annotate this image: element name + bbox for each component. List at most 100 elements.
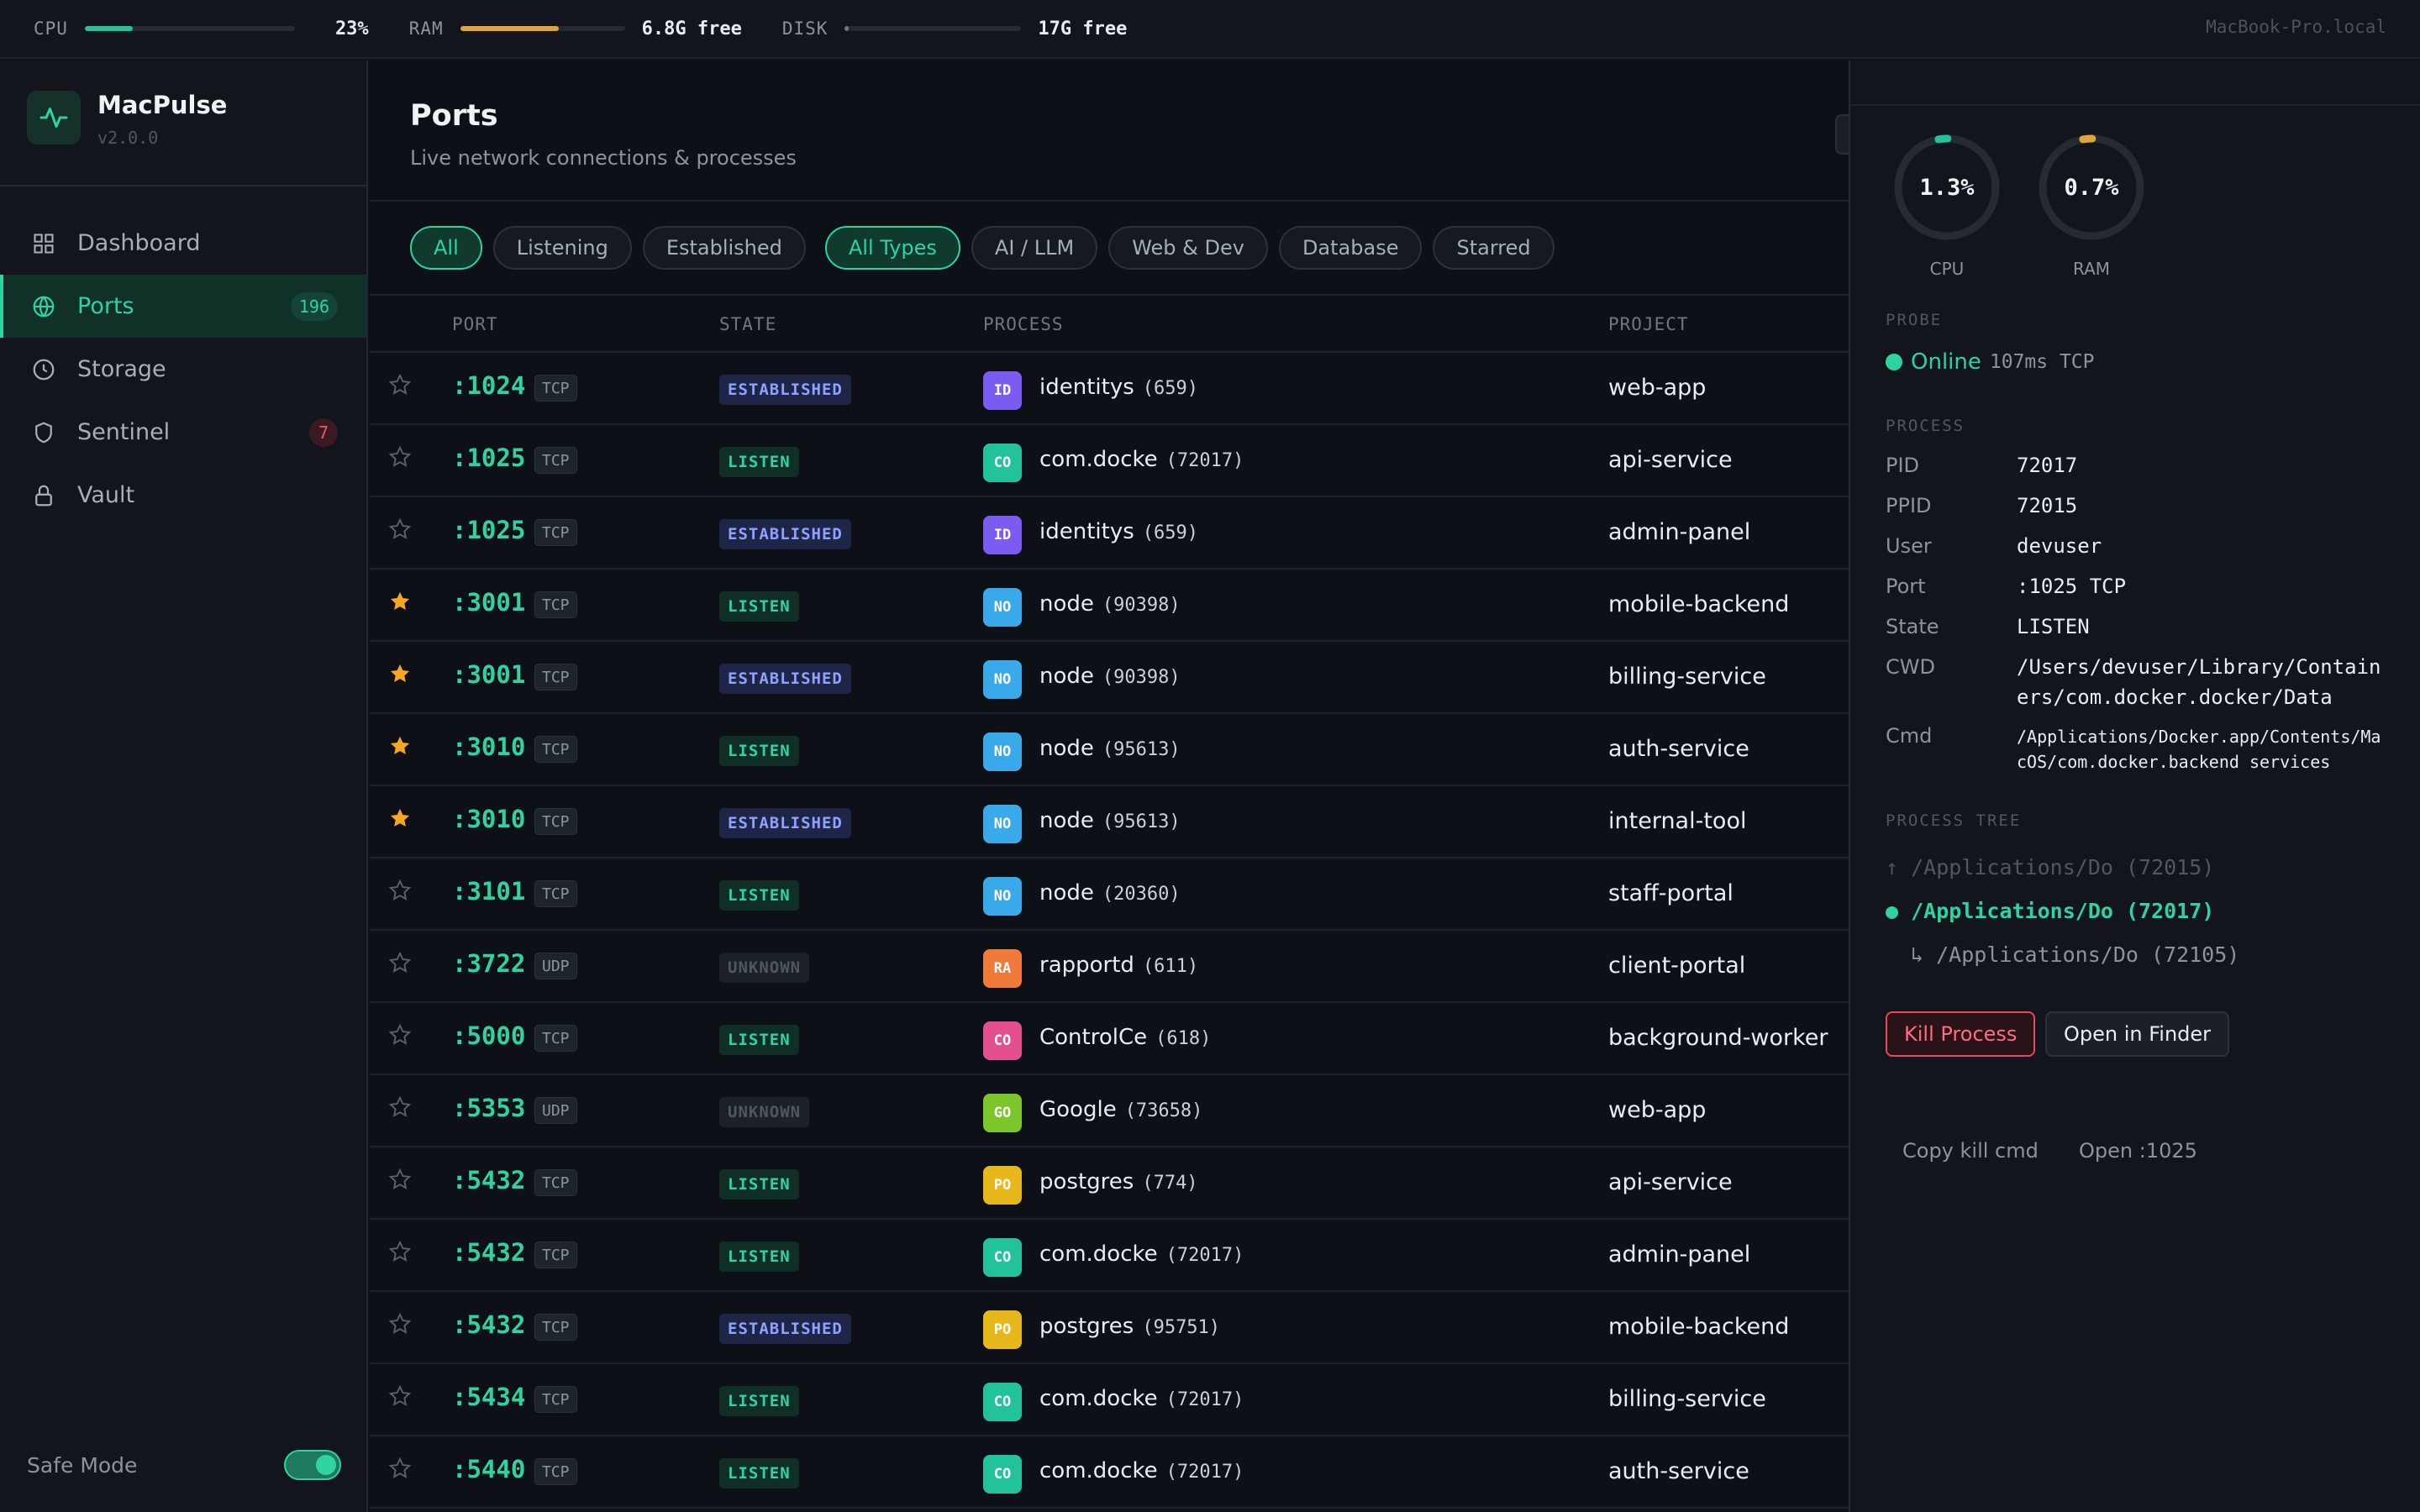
process-pid: (774) [1142, 1173, 1198, 1194]
sidebar-item-storage[interactable]: Storage [0, 338, 366, 401]
sidebar-item-label: Ports [77, 293, 134, 319]
port-number: :3010 [452, 732, 526, 761]
open-in-finder-button[interactable]: Open in Finder [2045, 1011, 2230, 1057]
sidebar-nav: Dashboard Ports 196 Storage Sentinel 7 Vault [0, 212, 366, 527]
detail-value-cwd: /Users/devuser/Library/Containers/com.do… [2017, 655, 2381, 709]
star-icon[interactable] [388, 1168, 415, 1194]
detail-value-state: LISTEN [2017, 615, 2090, 638]
app-version: v2.0.0 [97, 128, 159, 148]
panel-toggle-button[interactable] [1835, 114, 1849, 155]
star-icon[interactable] [388, 1457, 415, 1483]
state-badge: ESTABLISHED [719, 664, 851, 694]
tree-parent[interactable]: ↑ /Applications/Do (72015) [1886, 855, 2214, 879]
col-state: STATE [719, 314, 777, 334]
type-filter-chip[interactable]: AI / LLM [971, 226, 1098, 270]
process-pid: (659) [1142, 522, 1198, 543]
process-name-text: identitys [1039, 519, 1134, 544]
protocol-badge: TCP [534, 591, 577, 618]
star-filled-icon[interactable] [388, 806, 415, 833]
process-name: node (95613) [1039, 736, 1181, 761]
page-header: Ports Live network connections & process… [370, 60, 1849, 202]
sidebar-item-dashboard[interactable]: Dashboard [0, 212, 366, 275]
type-filter-chip[interactable]: Web & Dev [1108, 226, 1268, 270]
sidebar-item-sentinel[interactable]: Sentinel 7 [0, 401, 366, 464]
sidebar-item-ports[interactable]: Ports 196 [0, 275, 366, 338]
sidebar-item-vault[interactable]: Vault [0, 464, 366, 527]
ram-bar [460, 26, 625, 31]
table-row[interactable]: :5432 TCP LISTEN PO postgres (774) api-se… [370, 1147, 1849, 1220]
project-name: admin-panel [1608, 519, 1751, 545]
table-row[interactable]: :1024 TCP ESTABLISHED ID identitys (659) … [370, 353, 1849, 425]
kill-process-button[interactable]: Kill Process [1886, 1011, 2036, 1057]
table-row[interactable]: :5432 TCP LISTEN CO com.docke (72017) adm… [370, 1220, 1849, 1292]
tree-parent-label: /Applications/Do (72015) [1911, 855, 2215, 879]
star-icon[interactable] [388, 1240, 415, 1267]
ports-view: Ports Live network connections & process… [370, 60, 1849, 1512]
state-badge: LISTEN [719, 880, 799, 911]
star-icon[interactable] [388, 373, 415, 400]
process-name: com.docke (72017) [1039, 447, 1244, 472]
process-name-text: node [1039, 880, 1094, 906]
table-row[interactable]: :5440 TCP LISTEN CO com.docke (72017) aut… [370, 1436, 1849, 1509]
detail-key: PID [1886, 454, 1920, 477]
filter-chip[interactable]: Established [642, 226, 806, 270]
table-row[interactable]: :1025 TCP LISTEN CO com.docke (72017) api… [370, 425, 1849, 497]
star-filled-icon[interactable] [388, 662, 415, 689]
table-row[interactable]: :3101 TCP LISTEN NO node (20360) staff-po… [370, 858, 1849, 931]
safe-mode-toggle[interactable] [284, 1450, 341, 1480]
table-row[interactable]: :5432 TCP ESTABLISHED PO postgres (95751)… [370, 1292, 1849, 1364]
tree-child[interactable]: ↳ /Applications/Do (72105) [1911, 942, 2239, 967]
ram-gauge: 0.7% RAM [2037, 133, 2146, 279]
filter-chip[interactable]: All [410, 226, 482, 270]
star-filled-icon[interactable] [388, 590, 415, 617]
sidebar-item-label: Dashboard [77, 230, 201, 256]
table-row[interactable]: :5000 TCP LISTEN CO ControlCe (618) backg… [370, 1003, 1849, 1075]
ram-label: RAM [408, 18, 444, 39]
sidebar-item-label: Sentinel [77, 419, 171, 445]
detail-key: CWD [1886, 655, 1935, 679]
star-icon[interactable] [388, 445, 415, 472]
star-icon[interactable] [388, 879, 415, 906]
table-row[interactable]: :5434 TCP LISTEN CO com.docke (72017) bil… [370, 1364, 1849, 1436]
table-row[interactable]: :5353 UDP UNKNOWN GO Google (73658) web-a… [370, 1075, 1849, 1147]
process-name: postgres (774) [1039, 1169, 1198, 1194]
port-number: :1025 [452, 444, 526, 472]
table-row[interactable]: :3010 TCP LISTEN NO node (95613) auth-ser… [370, 714, 1849, 786]
probe-detail: 107ms TCP [1989, 351, 2095, 373]
cpu-meter: CPU 23% [34, 18, 369, 39]
type-filter-chip[interactable]: Starred [1433, 226, 1555, 270]
status-dot-icon [1886, 354, 1902, 370]
table-row[interactable]: :3001 TCP LISTEN NO node (90398) mobile-b… [370, 570, 1849, 642]
disk-value: 17G free [1038, 18, 1128, 39]
tree-current[interactable]: ● /Applications/Do (72017) [1886, 899, 2214, 923]
project-name: auth-service [1608, 1458, 1749, 1484]
type-filter-chip[interactable]: All Types [824, 226, 960, 270]
count-badge: 196 [290, 292, 338, 321]
disk-label: DISK [781, 18, 829, 39]
gauge-value: 1.3% [1919, 174, 1975, 201]
table-row[interactable]: :3722 UDP UNKNOWN RA rapportd (611) clien… [370, 931, 1849, 1003]
detail-key: Cmd [1886, 724, 1933, 748]
star-icon[interactable] [388, 1384, 415, 1411]
detail-key: User [1886, 534, 1932, 558]
table-row[interactable]: :3001 TCP ESTABLISHED NO node (90398) bil… [370, 642, 1849, 714]
star-icon[interactable] [388, 1023, 415, 1050]
copy-kill-cmd-button[interactable]: Copy kill cmd [1902, 1139, 2039, 1163]
probe-status-text: Online [1911, 349, 1981, 375]
star-filled-icon[interactable] [388, 734, 415, 761]
port-number: :5000 [452, 1021, 526, 1050]
star-icon[interactable] [388, 1095, 415, 1122]
star-icon[interactable] [388, 517, 415, 544]
table-row[interactable]: :3010 TCP ESTABLISHED NO node (95613) int… [370, 786, 1849, 858]
port-number: :5432 [452, 1310, 526, 1339]
open-port-button[interactable]: Open :1025 [2079, 1139, 2197, 1163]
project-name: client-portal [1608, 953, 1746, 979]
process-pid: (72017) [1165, 1389, 1244, 1410]
filter-chip[interactable]: Listening [492, 226, 632, 270]
star-icon[interactable] [388, 951, 415, 978]
star-icon[interactable] [388, 1312, 415, 1339]
table-row[interactable]: :1025 TCP ESTABLISHED ID identitys (659) … [370, 497, 1849, 570]
process-name-text: Google [1039, 1097, 1117, 1122]
probe-status: Online 107ms TCP [1886, 349, 2095, 375]
type-filter-chip[interactable]: Database [1278, 226, 1423, 270]
